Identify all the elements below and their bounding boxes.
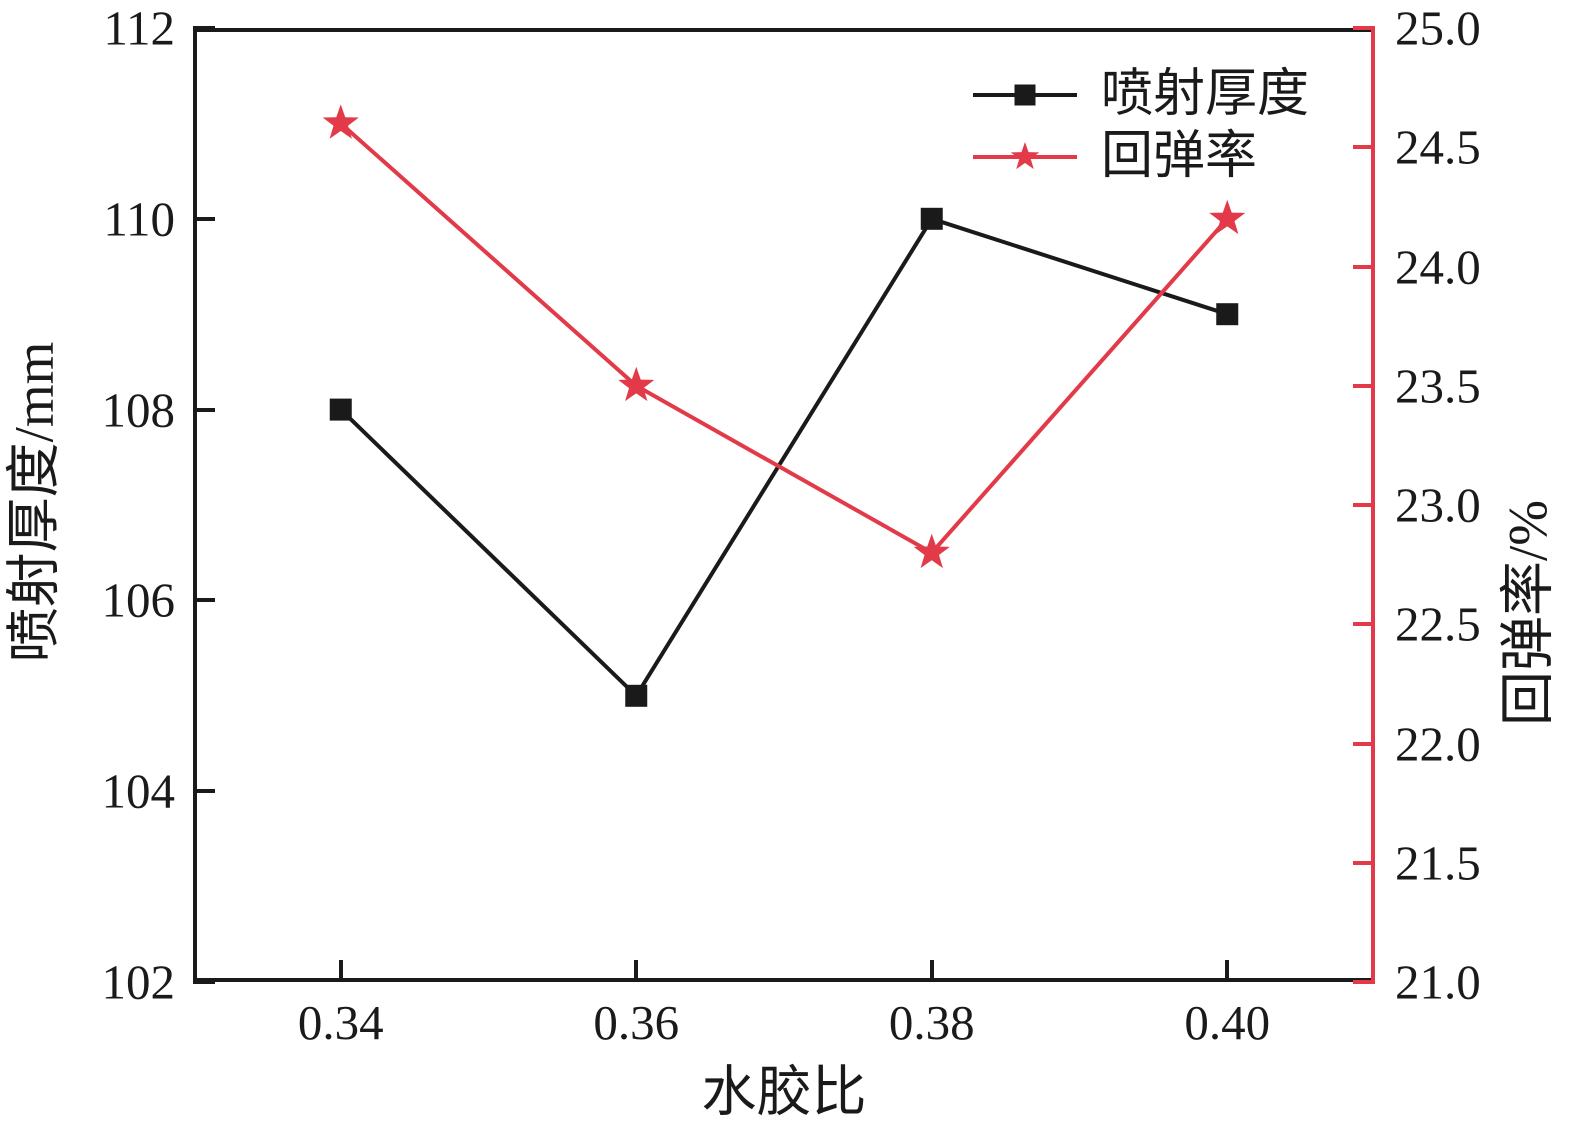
x-tick-label: 0.38 bbox=[888, 995, 975, 1050]
yr-tick-label: 23.0 bbox=[1395, 477, 1481, 533]
legend: 喷射厚度 回弹率 bbox=[973, 64, 1309, 188]
yl-tick-label: 112 bbox=[103, 0, 175, 56]
yr-tick bbox=[1353, 145, 1375, 150]
yr-tick bbox=[1353, 26, 1375, 30]
x-tick-label: 0.34 bbox=[297, 995, 384, 1050]
data-point-star-marker bbox=[1209, 199, 1246, 235]
yl-tick bbox=[193, 26, 215, 30]
legend-square-marker-icon bbox=[973, 84, 1077, 106]
yr-tick bbox=[1353, 741, 1375, 746]
yr-tick-label: 22.0 bbox=[1395, 716, 1481, 771]
data-point-square-marker bbox=[920, 207, 943, 230]
yr-tick-label: 23.5 bbox=[1395, 358, 1481, 414]
yl-tick-label: 102 bbox=[101, 954, 176, 1010]
x-tick bbox=[338, 960, 343, 982]
data-point-square-marker bbox=[329, 398, 352, 421]
yl-tick-label: 104 bbox=[101, 763, 176, 819]
x-tick bbox=[929, 960, 934, 982]
data-point-star-marker bbox=[618, 366, 655, 402]
yr-tick-label: 22.5 bbox=[1395, 596, 1481, 652]
yl-tick bbox=[193, 407, 215, 412]
y-left-axis-title: 喷射厚度/mm bbox=[3, 341, 65, 663]
series-line-rebound bbox=[339, 121, 1229, 556]
legend-label-thickness: 喷射厚度 bbox=[1101, 66, 1310, 123]
y-right-axis-title: 回弹率/% bbox=[1497, 499, 1559, 727]
data-point-star-marker bbox=[913, 533, 950, 569]
y-left-axis-spine bbox=[193, 28, 197, 982]
data-point-square-marker bbox=[625, 684, 648, 707]
x-tick-label: 0.36 bbox=[593, 995, 680, 1050]
plot-area: 喷射厚度 回弹率 0.34 0.36 0.38 0.40 112 110 108 106 104… bbox=[102, 4, 1481, 1048]
top-spine bbox=[193, 28, 1375, 32]
x-axis-spine bbox=[193, 978, 1375, 982]
x-tick-label: 0.40 bbox=[1184, 995, 1271, 1050]
yr-tick bbox=[1353, 264, 1375, 269]
yl-tick bbox=[193, 789, 215, 794]
data-point-star-marker bbox=[322, 104, 359, 139]
yr-tick bbox=[1353, 383, 1375, 388]
yr-tick-label: 25.0 bbox=[1395, 0, 1481, 56]
yr-tick-label: 24.5 bbox=[1395, 119, 1481, 175]
yr-tick bbox=[1353, 860, 1375, 865]
legend-entry-thickness: 喷射厚度 bbox=[973, 64, 1309, 126]
legend-label-rebound: 回弹率 bbox=[1101, 128, 1258, 185]
yr-tick bbox=[1353, 622, 1375, 627]
yl-tick bbox=[193, 980, 215, 984]
data-series-layer bbox=[322, 104, 1246, 707]
x-tick bbox=[634, 960, 639, 982]
yr-tick bbox=[1353, 503, 1375, 507]
legend-star-marker-icon bbox=[973, 142, 1077, 170]
series-line-thickness bbox=[339, 216, 1228, 699]
yr-tick bbox=[1353, 980, 1375, 984]
data-point-square-marker bbox=[1216, 303, 1239, 326]
x-axis-title: 水胶比 bbox=[701, 1061, 867, 1123]
yr-tick-label: 21.0 bbox=[1395, 954, 1481, 1010]
yl-tick-label: 106 bbox=[101, 572, 176, 628]
x-tick bbox=[1225, 960, 1230, 982]
legend-entry-rebound: 回弹率 bbox=[973, 126, 1309, 188]
yl-tick bbox=[193, 216, 215, 221]
yl-tick-label: 110 bbox=[103, 191, 175, 247]
yl-tick-label: 108 bbox=[101, 382, 176, 438]
yr-tick-label: 21.5 bbox=[1395, 835, 1481, 891]
yr-tick-label: 24.0 bbox=[1395, 239, 1481, 294]
yl-tick bbox=[193, 598, 215, 603]
